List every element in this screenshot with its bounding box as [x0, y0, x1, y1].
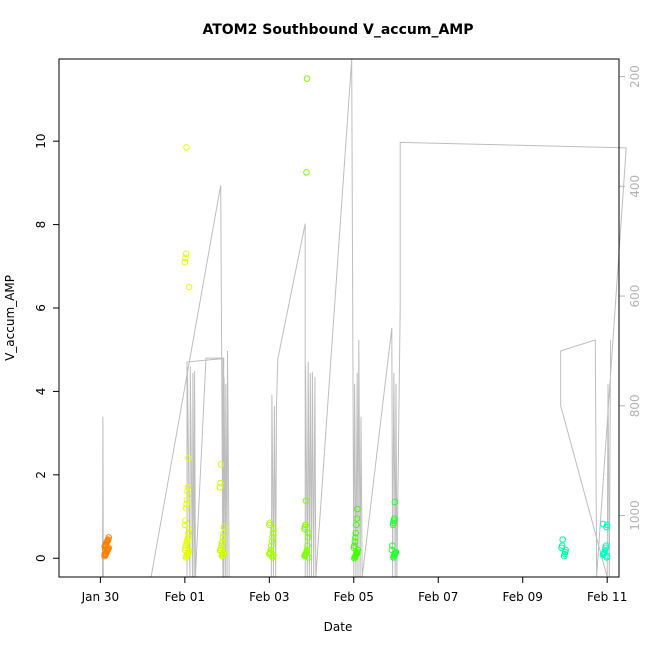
y-tick-label: 10	[34, 134, 48, 149]
data-point	[305, 529, 312, 537]
depth-track-line	[102, 58, 627, 578]
y-tick-label: 6	[34, 304, 48, 312]
data-point	[219, 538, 226, 545]
data-point	[185, 525, 193, 533]
data-point	[266, 519, 274, 527]
data-point	[391, 498, 399, 506]
data-point	[302, 521, 309, 529]
x-axis-title: Date	[324, 620, 353, 634]
data-point	[101, 546, 109, 554]
data-point	[184, 488, 191, 495]
y-axis-title: V_accum_AMP	[3, 275, 17, 361]
depth-track-layer	[102, 58, 627, 578]
x-tick-label: Feb 01	[165, 590, 205, 604]
data-point	[268, 542, 275, 550]
data-point	[185, 283, 193, 291]
data-point	[182, 517, 189, 525]
data-point	[181, 521, 189, 529]
axes-layer: Jan 30 Feb 01 Feb 03 Feb 05 Feb 07 Feb 09 Feb …	[34, 65, 642, 604]
data-point	[391, 515, 398, 522]
data-point	[389, 542, 396, 550]
data-point	[558, 542, 566, 550]
data-point	[101, 550, 108, 558]
y2-tick-label: 800	[628, 394, 642, 417]
data-points-layer	[101, 75, 611, 562]
data-point	[303, 169, 310, 176]
data-point	[105, 534, 112, 541]
data-point	[303, 546, 311, 554]
data-point	[354, 505, 361, 513]
x-tick-label: Feb 09	[503, 590, 543, 604]
data-point	[559, 536, 567, 543]
data-point	[599, 520, 607, 528]
data-point	[352, 534, 359, 541]
data-point	[184, 484, 192, 491]
data-point	[220, 529, 227, 537]
y-tick-label: 2	[34, 471, 48, 479]
data-point	[219, 534, 227, 541]
x-tick-label: Feb 11	[587, 590, 627, 604]
data-point	[388, 546, 396, 554]
data-point	[270, 525, 277, 533]
data-point	[269, 534, 276, 541]
data-point	[351, 542, 358, 550]
data-point	[185, 529, 192, 537]
data-point	[102, 542, 109, 550]
data-point	[303, 75, 311, 82]
data-point	[182, 504, 190, 512]
data-point	[267, 546, 275, 554]
chart-title: ATOM2 Southbound V_accum_AMP	[202, 22, 473, 38]
data-point	[184, 534, 192, 541]
data-point	[603, 521, 611, 529]
x-tick-label: Jan 30	[81, 590, 120, 604]
y2-tick-label: 600	[628, 285, 642, 308]
data-point	[352, 529, 360, 537]
data-point	[304, 542, 311, 550]
x-tick-label: Feb 05	[334, 590, 374, 604]
data-point	[602, 542, 610, 550]
data-point	[220, 523, 228, 531]
data-point	[183, 500, 190, 508]
data-point	[182, 254, 189, 262]
data-point	[216, 484, 224, 491]
y-tick-label: 0	[34, 554, 48, 562]
data-point	[182, 250, 190, 258]
data-point	[353, 521, 360, 529]
data-point	[183, 496, 191, 504]
data-point	[353, 515, 361, 522]
y2-tick-label: 400	[628, 175, 642, 198]
y2-tick-label: 1000	[628, 500, 642, 531]
y-tick-label: 4	[34, 388, 48, 396]
data-point	[351, 538, 359, 545]
y2-tick-label: 200	[628, 65, 642, 88]
y-tick-label: 8	[34, 221, 48, 229]
data-point	[183, 144, 190, 151]
data-point	[185, 454, 192, 462]
data-point	[220, 548, 228, 556]
x-tick-label: Feb 03	[249, 590, 289, 604]
plot-frame	[58, 58, 620, 578]
data-point	[302, 497, 310, 505]
x-tick-label: Feb 07	[418, 590, 458, 604]
data-point	[217, 479, 224, 487]
data-point	[181, 258, 189, 266]
data-point	[217, 461, 225, 468]
data-point	[269, 529, 277, 537]
data-point	[268, 538, 276, 545]
data-point	[304, 534, 312, 541]
